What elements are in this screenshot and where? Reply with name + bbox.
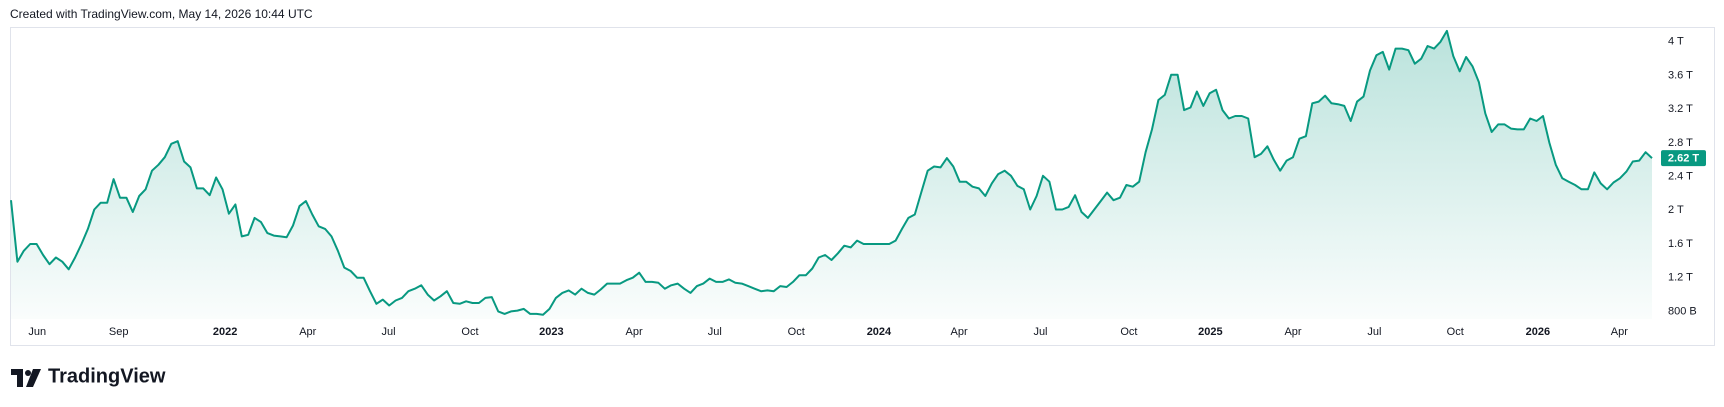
y-tick-label: 1.6 T	[1668, 238, 1693, 250]
y-tick-label: 800 B	[1668, 305, 1697, 317]
y-tick-label: 2 T	[1668, 204, 1684, 216]
last-price-box	[1661, 150, 1706, 167]
chart-frame	[10, 27, 1715, 346]
created-caption: Created with TradingView.com, May 14, 20…	[10, 7, 313, 21]
y-tick-label: 2.8 T	[1668, 137, 1693, 149]
y-tick-label: 3.6 T	[1668, 69, 1693, 81]
x-tick-label: Jul	[1367, 326, 1381, 338]
y-tick-label: 4 T	[1668, 36, 1684, 48]
x-tick-label: Apr	[626, 326, 643, 338]
plot-area: 800 B 1.2 T 1.6 T 2 T 2.4 T 2.8 T 3.2 T 3.6 T 4 …	[10, 29, 1706, 338]
y-tick-label: 3.2 T	[1668, 103, 1693, 115]
x-tick-label: Oct	[1447, 326, 1464, 338]
x-tick-label: Apr	[299, 326, 316, 338]
x-tick-label: Oct	[1120, 326, 1137, 338]
y-tick-label: 1.2 T	[1668, 272, 1693, 284]
logo-icon	[26, 369, 41, 387]
x-tick-label: Apr	[1611, 326, 1628, 338]
x-tick-label: Jul	[708, 326, 722, 338]
logo-icon	[25, 370, 31, 376]
x-tick-label: Jul	[1033, 326, 1047, 338]
logo-icon	[11, 369, 23, 387]
brand-name: TradingView	[48, 365, 166, 387]
last-price-label: 2.62 T	[1668, 152, 1699, 164]
x-tick-label: Sep	[109, 326, 129, 338]
y-tick-label: 2.4 T	[1668, 171, 1693, 183]
x-tick-label: Oct	[788, 326, 805, 338]
price-line	[10, 29, 1653, 316]
logo	[11, 369, 41, 387]
x-tick-label: 2022	[213, 326, 237, 338]
area-fill	[11, 30, 1652, 320]
x-tick-label: 2026	[1526, 326, 1550, 338]
x-tick-label: Apr	[950, 326, 967, 338]
x-tick-label: 2025	[1198, 326, 1222, 338]
x-tick-label: 2024	[867, 326, 892, 338]
x-tick-label: Oct	[461, 326, 478, 338]
x-tick-label: Jun	[28, 326, 46, 338]
x-tick-label: Jul	[382, 326, 396, 338]
x-tick-label: 2023	[539, 326, 563, 338]
x-tick-label: Apr	[1284, 326, 1301, 338]
